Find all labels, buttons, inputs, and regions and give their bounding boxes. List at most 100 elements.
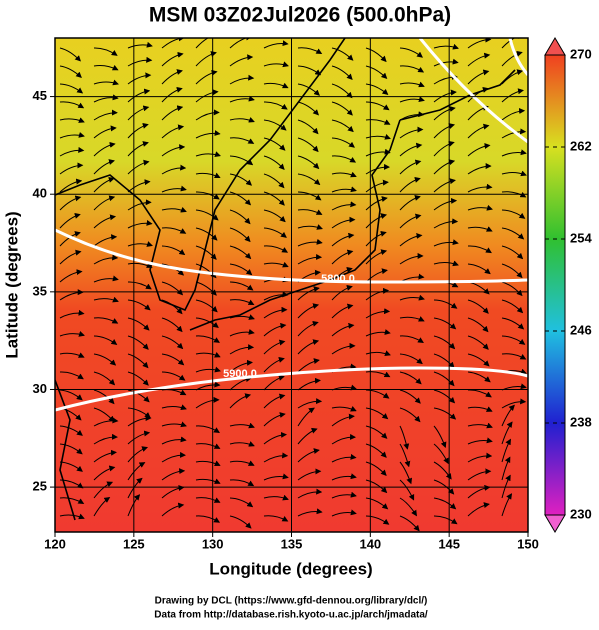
streamline bbox=[263, 515, 289, 522]
streamline bbox=[59, 425, 83, 436]
streamline bbox=[59, 195, 82, 211]
streamline bbox=[161, 335, 184, 350]
streamline bbox=[365, 497, 389, 510]
x-axis-label: Longitude (degrees) bbox=[209, 559, 372, 578]
streamline bbox=[501, 50, 523, 67]
x-tick-label: 150 bbox=[517, 536, 539, 551]
streamline bbox=[229, 359, 253, 373]
streamline bbox=[195, 515, 221, 523]
streamline bbox=[331, 232, 355, 247]
streamline bbox=[331, 155, 357, 163]
streamline bbox=[93, 195, 116, 211]
streamline bbox=[93, 371, 116, 386]
streamline bbox=[365, 443, 387, 458]
contours bbox=[55, 38, 528, 412]
streamline bbox=[433, 159, 456, 175]
streamline bbox=[93, 465, 116, 481]
streamline bbox=[161, 245, 186, 256]
streamline bbox=[263, 473, 289, 481]
streamline bbox=[467, 452, 493, 463]
streamline bbox=[127, 141, 149, 157]
streamline bbox=[297, 209, 323, 215]
streamline bbox=[59, 162, 84, 175]
streamline bbox=[399, 232, 423, 247]
streamline bbox=[297, 427, 318, 445]
streamline bbox=[229, 393, 252, 409]
streamline bbox=[93, 335, 118, 345]
streamline bbox=[161, 144, 186, 157]
streamline bbox=[433, 497, 457, 510]
streamline bbox=[433, 106, 456, 121]
streamline bbox=[467, 484, 491, 499]
streamline bbox=[229, 328, 255, 337]
y-tick-label: 25 bbox=[33, 479, 47, 494]
streamline bbox=[127, 122, 149, 139]
streamline bbox=[331, 137, 355, 148]
streamline bbox=[467, 226, 493, 232]
streamline bbox=[467, 299, 489, 314]
streamline bbox=[93, 417, 119, 427]
streamline bbox=[161, 185, 187, 193]
streamline bbox=[501, 335, 526, 345]
streamline bbox=[263, 227, 287, 238]
streamline bbox=[399, 159, 422, 175]
contour-label: 5800.0 bbox=[321, 273, 355, 285]
y-axis-label: Latitude (degrees) bbox=[2, 211, 21, 358]
streamline bbox=[127, 299, 151, 311]
frame bbox=[54, 37, 529, 533]
streamline bbox=[365, 47, 387, 63]
streamline bbox=[365, 249, 388, 265]
streamline bbox=[467, 437, 493, 445]
streamline bbox=[365, 213, 388, 229]
streamline bbox=[331, 65, 353, 80]
streamline bbox=[59, 443, 83, 455]
streamline bbox=[161, 404, 187, 410]
streamline bbox=[127, 219, 153, 229]
streamline bbox=[93, 296, 119, 303]
x-tick-label: 125 bbox=[123, 536, 145, 551]
streamline bbox=[365, 407, 389, 420]
streamline bbox=[399, 479, 415, 501]
streamline bbox=[297, 448, 320, 463]
streamline bbox=[127, 199, 152, 211]
streamline bbox=[467, 69, 490, 85]
streamline bbox=[399, 96, 425, 103]
x-tick-label: 135 bbox=[281, 536, 303, 551]
streamline bbox=[399, 126, 424, 139]
streamline bbox=[263, 173, 285, 189]
streamline bbox=[263, 374, 285, 391]
streamline bbox=[263, 82, 289, 89]
streamline bbox=[399, 294, 425, 301]
streamline bbox=[501, 227, 525, 240]
streamline bbox=[127, 56, 153, 67]
streamline bbox=[467, 38, 492, 49]
streamline bbox=[161, 451, 187, 463]
streamline bbox=[59, 146, 85, 157]
streamline bbox=[161, 421, 187, 428]
streamline bbox=[365, 389, 390, 399]
streamline bbox=[467, 502, 490, 517]
streamline bbox=[161, 371, 186, 381]
colorbar-tick-label: 262 bbox=[570, 138, 592, 153]
streamline bbox=[161, 124, 185, 139]
streamline bbox=[297, 173, 321, 186]
streamline bbox=[331, 216, 356, 229]
streamline bbox=[399, 407, 421, 423]
streamline bbox=[263, 322, 287, 337]
streamline bbox=[195, 263, 217, 279]
streamline bbox=[501, 170, 527, 177]
streamline bbox=[229, 155, 254, 166]
streamline bbox=[501, 38, 523, 49]
y-tick-label: 40 bbox=[33, 186, 47, 201]
streamline bbox=[297, 339, 320, 355]
streamline bbox=[467, 245, 492, 254]
streamline bbox=[467, 204, 493, 211]
streamline bbox=[195, 209, 219, 221]
contour-label: 5900.0 bbox=[223, 368, 257, 380]
streamline bbox=[433, 353, 455, 369]
streamline bbox=[229, 95, 255, 103]
streamline bbox=[195, 443, 221, 449]
streamline bbox=[433, 260, 459, 267]
streamline bbox=[331, 201, 357, 211]
